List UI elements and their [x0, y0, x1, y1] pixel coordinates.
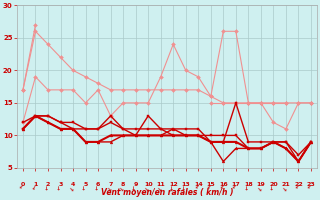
Text: →: →	[131, 185, 136, 190]
Text: →: →	[306, 182, 313, 189]
Text: →: →	[243, 185, 248, 190]
Text: →: →	[156, 186, 162, 193]
Text: →: →	[231, 182, 237, 189]
Text: →: →	[18, 182, 25, 189]
Text: →: →	[68, 186, 75, 193]
Text: →: →	[256, 186, 262, 193]
Text: →: →	[181, 185, 186, 190]
Text: →: →	[281, 186, 288, 193]
Text: →: →	[105, 186, 112, 193]
Text: →: →	[143, 186, 150, 193]
Text: →: →	[293, 182, 300, 189]
Text: →: →	[268, 185, 273, 190]
Text: →: →	[193, 182, 200, 189]
Text: →: →	[168, 185, 173, 190]
Text: →: →	[30, 183, 36, 189]
Text: →: →	[218, 182, 225, 189]
Text: →: →	[93, 185, 98, 190]
Text: →: →	[118, 186, 125, 193]
Text: →: →	[43, 185, 48, 190]
Text: →: →	[206, 182, 212, 189]
Text: →: →	[81, 185, 85, 190]
Text: →: →	[56, 185, 60, 190]
X-axis label: Vent moyen/en rafales ( km/h ): Vent moyen/en rafales ( km/h )	[101, 188, 233, 197]
